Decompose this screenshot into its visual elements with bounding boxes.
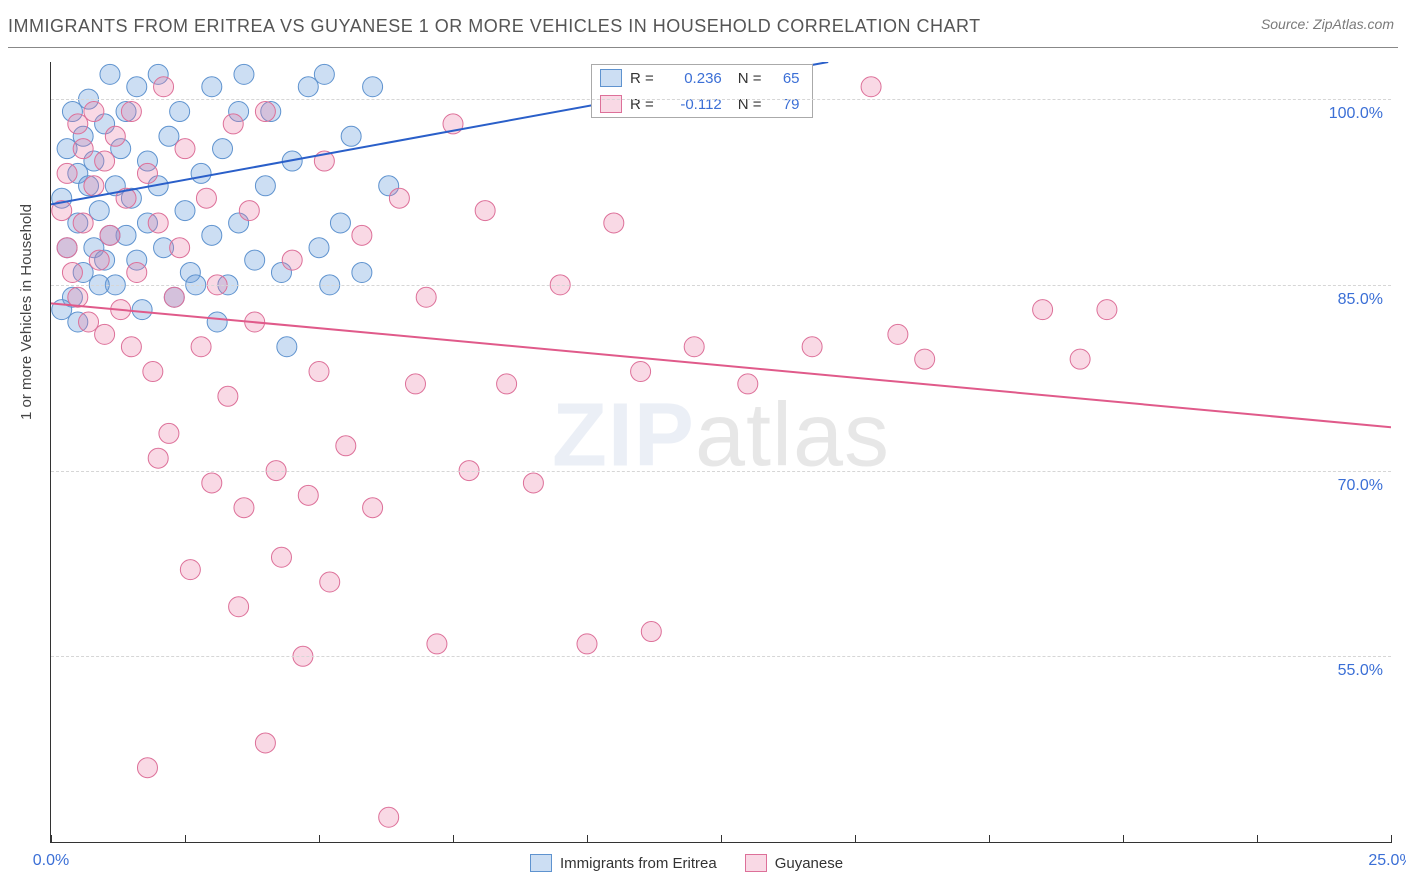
title-bar: IMMIGRANTS FROM ERITREA VS GUYANESE 1 OR… xyxy=(8,8,1398,48)
series-legend: Immigrants from Eritrea Guyanese xyxy=(530,854,843,872)
y-axis-label: 1 or more Vehicles in Household xyxy=(18,204,35,420)
legend-row-guyanese: R = -0.112 N = 79 xyxy=(592,91,812,117)
chart-title: IMMIGRANTS FROM ERITREA VS GUYANESE 1 OR… xyxy=(8,16,981,36)
scatter-svg xyxy=(51,62,1391,842)
legend-item-guyanese: Guyanese xyxy=(745,854,843,872)
swatch-pink-icon xyxy=(745,854,767,872)
source-label: Source: ZipAtlas.com xyxy=(1261,16,1394,32)
swatch-blue-icon xyxy=(530,854,552,872)
chart-area: ZIPatlas R = 0.236 N = 65 R = -0.112 N =… xyxy=(50,62,1390,842)
swatch-pink-icon xyxy=(600,95,622,113)
correlation-legend: R = 0.236 N = 65 R = -0.112 N = 79 xyxy=(591,64,813,118)
legend-row-eritrea: R = 0.236 N = 65 xyxy=(592,65,812,91)
plot-area: ZIPatlas R = 0.236 N = 65 R = -0.112 N =… xyxy=(50,62,1391,843)
legend-item-eritrea: Immigrants from Eritrea xyxy=(530,854,717,872)
swatch-blue-icon xyxy=(600,69,622,87)
